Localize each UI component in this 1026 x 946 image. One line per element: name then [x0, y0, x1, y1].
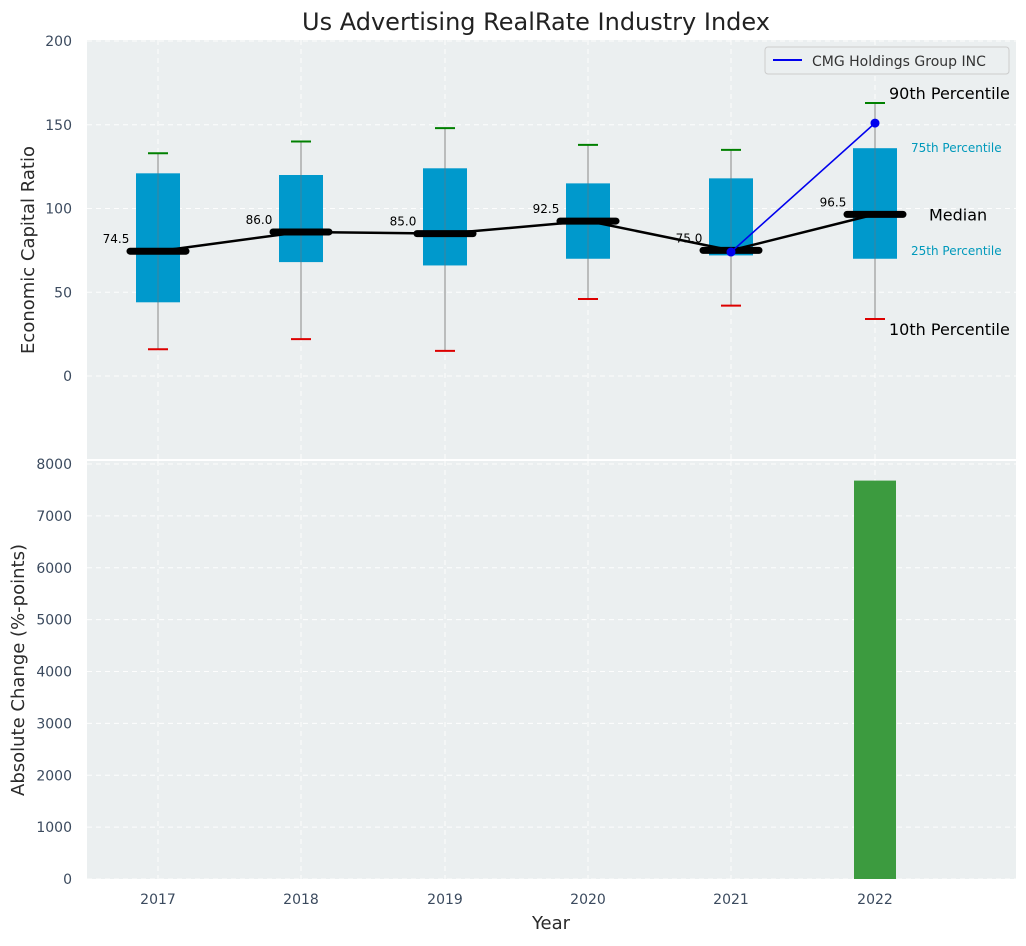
- box-2022: 96.5: [820, 101, 907, 321]
- top-y-tick-label: 150: [45, 118, 72, 134]
- bottom-y-tick-label: 5000: [36, 613, 72, 629]
- x-tick-label: 2017: [140, 892, 176, 908]
- change-bar-2022: [854, 480, 896, 879]
- median-value-label: 74.5: [103, 232, 130, 246]
- top-y-tick-label: 50: [54, 285, 72, 301]
- x-axis-label: Year: [531, 913, 571, 934]
- annotation-p25: 25th Percentile: [911, 244, 1002, 258]
- annotation-p10: 10th Percentile: [889, 320, 1010, 339]
- bottom-y-tick-label: 8000: [36, 457, 72, 473]
- median-value-label: 86.0: [246, 213, 273, 227]
- company-series-line: [730, 122, 876, 253]
- x-tick-label: 2018: [283, 892, 319, 908]
- annotation-p75: 75th Percentile: [911, 141, 1002, 155]
- median-value-label: 92.5: [533, 202, 560, 216]
- box-2017: 74.5: [103, 152, 190, 351]
- x-tick-label: 2019: [427, 892, 463, 908]
- bottom-y-tick-label: 6000: [36, 561, 72, 577]
- bottom-y-tick-label: 4000: [36, 665, 72, 681]
- bottom-y-axis-label: Absolute Change (%-points): [8, 544, 29, 796]
- bottom-y-tick-label: 1000: [36, 820, 72, 836]
- top-y-tick-label: 200: [45, 34, 72, 50]
- bottom-y-tick-label: 3000: [36, 716, 72, 732]
- bottom-y-tick-label: 7000: [36, 509, 72, 525]
- legend-box: [764, 46, 1010, 75]
- median-trend-line: [157, 213, 876, 253]
- median-value-label: 96.5: [820, 195, 847, 209]
- annotation-p90: 90th Percentile: [889, 84, 1010, 103]
- legend: CMG Holdings Group INC: [764, 46, 1010, 75]
- x-tick-label: 2022: [857, 892, 893, 908]
- bottom-y-tick-label: 0: [63, 872, 72, 888]
- top-y-axis-label: Economic Capital Ratio: [18, 146, 39, 354]
- top-y-tick-label: 100: [45, 202, 72, 218]
- company-series-point: [726, 247, 736, 257]
- bottom-y-tick-label: 2000: [36, 768, 72, 784]
- median-value-label: 85.0: [390, 215, 417, 229]
- annotation-median: Median: [929, 205, 987, 224]
- company-series-point: [870, 118, 880, 128]
- x-tick-label: 2021: [713, 892, 749, 908]
- chart-title: Us Advertising RealRate Industry Index: [302, 8, 770, 36]
- x-tick-label: 2020: [570, 892, 606, 908]
- top-y-tick-label: 0: [63, 369, 72, 385]
- legend-label: CMG Holdings Group INC: [812, 54, 986, 70]
